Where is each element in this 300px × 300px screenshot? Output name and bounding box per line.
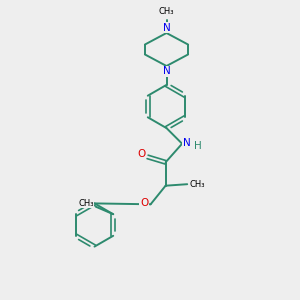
Text: CH₃: CH₃	[190, 180, 206, 189]
Text: O: O	[140, 198, 148, 208]
Text: CH₃: CH₃	[79, 199, 94, 208]
Text: N: N	[163, 66, 170, 76]
Text: O: O	[137, 149, 145, 160]
Text: H: H	[194, 141, 202, 151]
Text: CH₃: CH₃	[159, 7, 174, 16]
Text: N: N	[183, 138, 190, 148]
Text: N: N	[163, 22, 170, 33]
